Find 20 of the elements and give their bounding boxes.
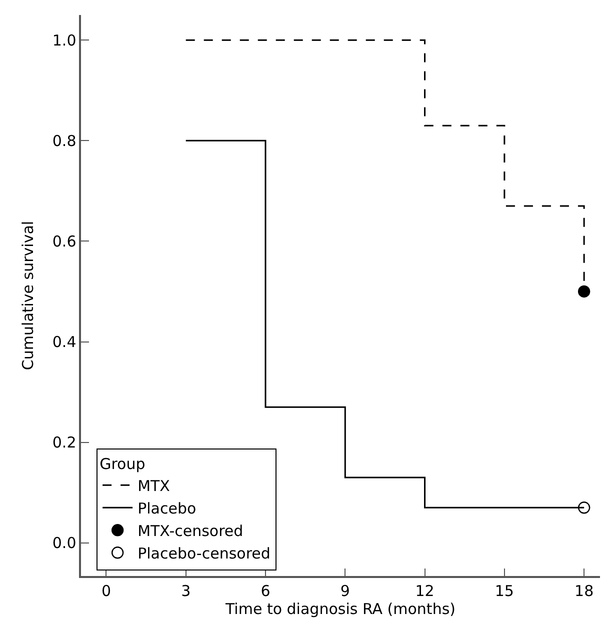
x-axis-title: Time to diagnosis RA (months): [224, 600, 456, 618]
y-tick-label: 0.2: [52, 434, 76, 452]
x-tick-label: 3: [181, 582, 191, 600]
x-tick-label: 18: [574, 582, 594, 600]
x-tick-label: 9: [340, 582, 350, 600]
legend-title: Group: [100, 454, 146, 473]
legend-label: MTX-censored: [138, 522, 244, 540]
legend-label: Placebo-censored: [138, 544, 270, 562]
x-tick-label: 12: [415, 582, 434, 600]
x-tick-label: 0: [101, 582, 111, 600]
x-tick-label: 15: [494, 582, 514, 600]
x-tick-label: 6: [260, 582, 270, 600]
legend-label: Placebo: [138, 499, 196, 518]
y-tick-label: 0.0: [52, 534, 76, 552]
legend-label: MTX: [138, 476, 170, 495]
y-axis-title: Cumulative survival: [19, 220, 38, 370]
y-tick-label: 0.8: [52, 132, 76, 150]
y-tick-label: 0.6: [52, 232, 76, 250]
y-tick-label: 0.4: [52, 333, 76, 351]
y-tick-label: 1.0: [52, 31, 76, 50]
